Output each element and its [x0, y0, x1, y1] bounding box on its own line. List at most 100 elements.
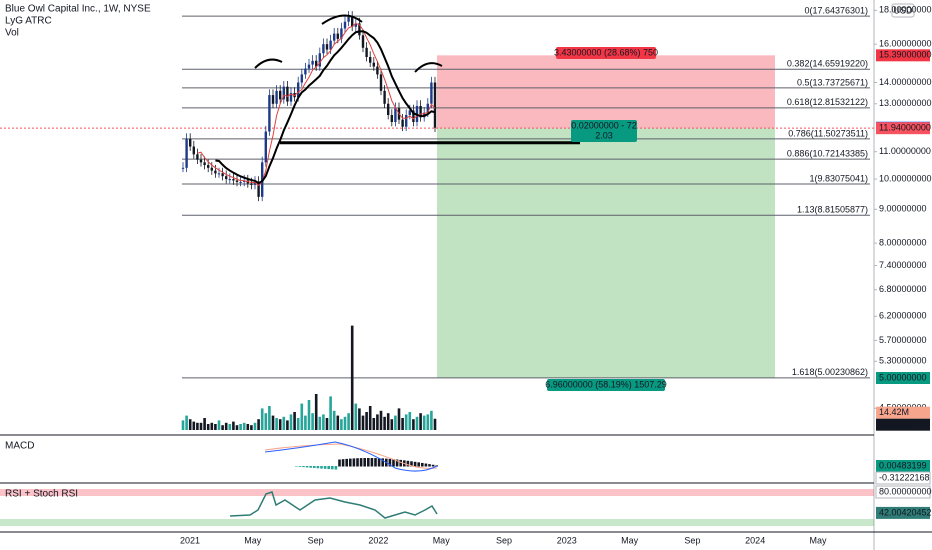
volume-bar	[246, 424, 250, 430]
candle-body	[189, 138, 192, 147]
head-arc	[321, 14, 363, 25]
candle-body	[297, 82, 300, 98]
macd-histogram	[410, 461, 413, 467]
candle-body	[192, 146, 195, 155]
fib-label: 0.382(14.65919220)	[787, 59, 868, 69]
volume-bar	[365, 412, 368, 430]
candle-body	[369, 57, 372, 63]
candle-body	[268, 95, 271, 132]
volume-bar	[408, 412, 412, 430]
candle-body	[387, 103, 390, 116]
candle-body	[343, 21, 347, 29]
macd-line	[264, 441, 438, 472]
volume-bar	[289, 414, 293, 430]
candle-body	[408, 110, 411, 116]
candle-body	[300, 74, 303, 83]
time-label: May	[809, 535, 827, 545]
candle-body	[207, 165, 210, 168]
volume-bar	[336, 415, 340, 430]
macd-histogram	[424, 463, 428, 467]
candle-body	[289, 92, 293, 102]
macd-histogram	[331, 466, 334, 470]
volume-bar	[268, 406, 271, 430]
macd-value-label-bg	[875, 471, 931, 485]
candle-body	[383, 90, 386, 104]
candle-body	[199, 159, 203, 163]
volume-label-bg	[876, 406, 930, 419]
volume-bar	[239, 424, 242, 430]
volume-bar	[394, 415, 397, 430]
candle-body	[275, 90, 278, 104]
candle-body	[307, 64, 311, 69]
macd-histogram	[392, 459, 395, 467]
macd-histogram	[367, 458, 370, 467]
macd-histogram	[428, 464, 431, 467]
volume-bar	[314, 394, 318, 430]
macd-histogram	[338, 459, 341, 467]
candle-body	[372, 62, 375, 67]
risk-reward-label: 2.03	[595, 130, 613, 140]
volume-bar	[185, 415, 188, 430]
price-label: 15.39000000	[879, 50, 932, 60]
candle-body	[358, 23, 361, 36]
macd-histogram	[327, 466, 330, 470]
fib-label: 0.618(12.81532122)	[787, 97, 868, 107]
volume-bar	[203, 418, 206, 430]
volume-bar	[419, 413, 422, 430]
price-label: 11.00000000	[879, 146, 931, 156]
price-label: 5.00000000	[879, 372, 927, 382]
macd-histogram	[302, 466, 305, 468]
volume-bar	[250, 425, 253, 430]
risk-reward-label-bg	[571, 120, 637, 142]
volume-bar	[433, 418, 437, 430]
candle-body	[221, 173, 224, 177]
price-label: 6.20000000	[879, 311, 927, 321]
price-label: 18.00000000	[879, 5, 932, 15]
candle-body	[315, 60, 318, 67]
candle-body	[264, 131, 267, 163]
volume-bar	[322, 414, 325, 430]
candle-body	[203, 162, 206, 166]
macd-histogram	[431, 464, 435, 467]
macd-histogram	[334, 466, 338, 470]
candle-body	[329, 40, 332, 50]
macd-histogram	[320, 466, 323, 469]
volume-bar	[332, 410, 336, 430]
volume-bar	[192, 421, 196, 430]
volume-bar	[304, 415, 307, 430]
macd-histogram	[316, 466, 320, 469]
candle-body	[419, 105, 422, 118]
indicator-label: LyG ATRC	[5, 16, 52, 27]
candle-body	[376, 66, 379, 75]
macd-histogram	[363, 458, 366, 467]
fib-label: 1(9.83075041)	[809, 173, 868, 183]
macd-histogram	[406, 460, 410, 467]
volume-bar	[311, 413, 314, 430]
volume-bar	[358, 408, 361, 430]
volume-bar	[372, 418, 376, 430]
time-label: Sep	[496, 535, 512, 545]
macd-histogram	[413, 461, 417, 467]
time-label: May	[433, 535, 451, 545]
macd-value-label: -0.31222168	[879, 472, 930, 482]
currency-badge[interactable]	[891, 3, 915, 18]
macd-histogram	[356, 458, 359, 467]
stop-label-bg	[547, 379, 665, 391]
rsi-line	[229, 491, 438, 519]
time-label: 2021	[180, 535, 200, 545]
volume-bar	[264, 413, 268, 430]
volume-bar	[196, 422, 199, 430]
volume-bar	[188, 419, 192, 430]
volume-bar	[300, 403, 304, 430]
volume-bar	[412, 419, 415, 430]
currency[interactable]: USD	[893, 5, 913, 15]
volume-bar	[199, 422, 203, 430]
candle-body	[433, 82, 437, 128]
symbol-title: Blue Owl Capital Inc., 1W, NYSE	[5, 4, 151, 15]
price-label-bg	[876, 372, 930, 384]
volume-bar	[361, 415, 365, 430]
volume-bar	[282, 416, 286, 430]
volume-bar	[404, 414, 408, 430]
macd-histogram	[395, 459, 399, 467]
